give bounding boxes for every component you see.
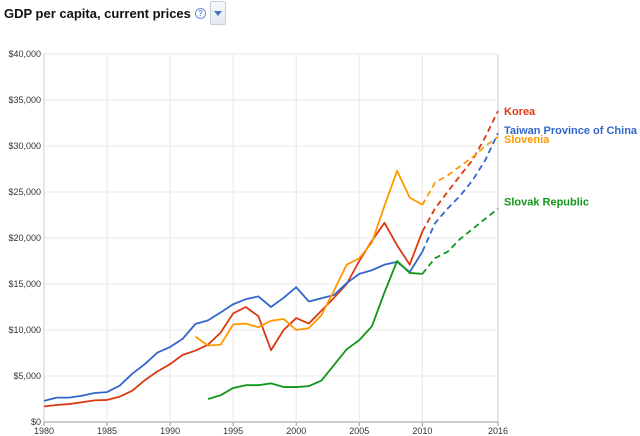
metric-dropdown-button[interactable] — [209, 1, 226, 25]
y-tick-label: $5,000 — [13, 371, 41, 381]
y-tick-label: $0 — [31, 417, 41, 427]
series-projection-taiwan-province-of-china — [421, 132, 499, 253]
series-line-taiwan-province-of-china — [43, 251, 424, 402]
x-tick-label: 1990 — [160, 426, 180, 436]
y-tick-label: $15,000 — [8, 279, 41, 289]
y-tick-label: $40,000 — [8, 49, 41, 59]
y-tick-label: $25,000 — [8, 187, 41, 197]
x-tick-label: 2016 — [488, 426, 508, 436]
x-tick-label: 2005 — [349, 426, 369, 436]
y-tick-label: $30,000 — [8, 141, 41, 151]
x-tick-label: 1995 — [223, 426, 243, 436]
series-label-taiwan-province-of-china: Taiwan Province of China — [504, 125, 638, 137]
series-line-slovenia — [194, 169, 423, 347]
chart-title: GDP per capita, current prices — [4, 5, 191, 21]
series-label-slovak-republic: Slovak Republic — [504, 197, 589, 209]
x-tick-label: 1985 — [97, 426, 117, 436]
chart-header: GDP per capita, current prices ? — [0, 0, 226, 26]
x-tick-label: 2000 — [286, 426, 306, 436]
y-tick-label: $20,000 — [8, 233, 41, 243]
x-tick-label: 2010 — [412, 426, 432, 436]
series-line-korea — [43, 221, 424, 408]
y-tick-label: $10,000 — [8, 325, 41, 335]
series-label-slovenia: Slovenia — [504, 134, 550, 146]
chevron-down-icon — [213, 10, 222, 16]
series-line-slovak-republic — [207, 260, 423, 400]
y-tick-label: $35,000 — [8, 95, 41, 105]
x-tick-label: 1980 — [34, 426, 54, 436]
series-projection-korea — [421, 110, 499, 232]
series-label-korea: Korea — [504, 106, 536, 118]
question-circle-icon[interactable]: ? — [194, 7, 206, 19]
series-projection-slovenia — [421, 136, 499, 206]
series-projection-slovak-republic — [421, 207, 499, 275]
